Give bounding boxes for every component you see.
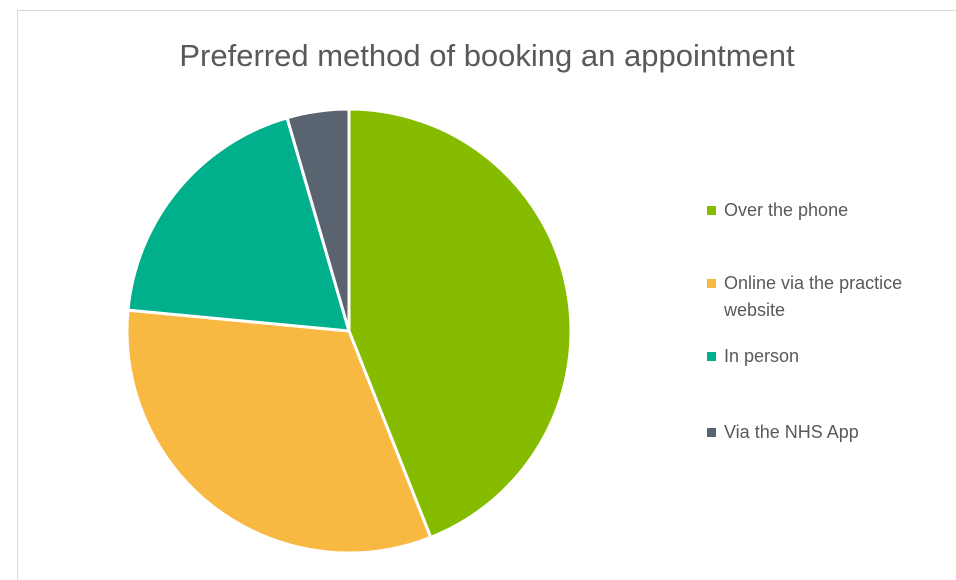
legend-item: Online via the practice website xyxy=(707,270,947,324)
legend-swatch xyxy=(707,428,716,437)
legend-item: Via the NHS App xyxy=(707,419,947,446)
legend-label: In person xyxy=(724,346,800,366)
legend-swatch xyxy=(707,352,716,361)
legend-item: In person xyxy=(707,343,947,370)
legend-swatch xyxy=(707,206,716,215)
legend-item: Over the phone xyxy=(707,197,947,224)
pie-slice xyxy=(285,107,351,333)
legend-swatch xyxy=(707,279,716,288)
legend-label: Online via the practice website xyxy=(724,273,903,320)
legend-label: Via the NHS App xyxy=(724,422,859,442)
pie-slice xyxy=(125,308,433,555)
chart-title: Preferred method of booking an appointme… xyxy=(179,38,795,73)
pie-slice xyxy=(126,116,351,333)
legend-label: Over the phone xyxy=(724,200,849,220)
pie-slice xyxy=(347,107,573,539)
